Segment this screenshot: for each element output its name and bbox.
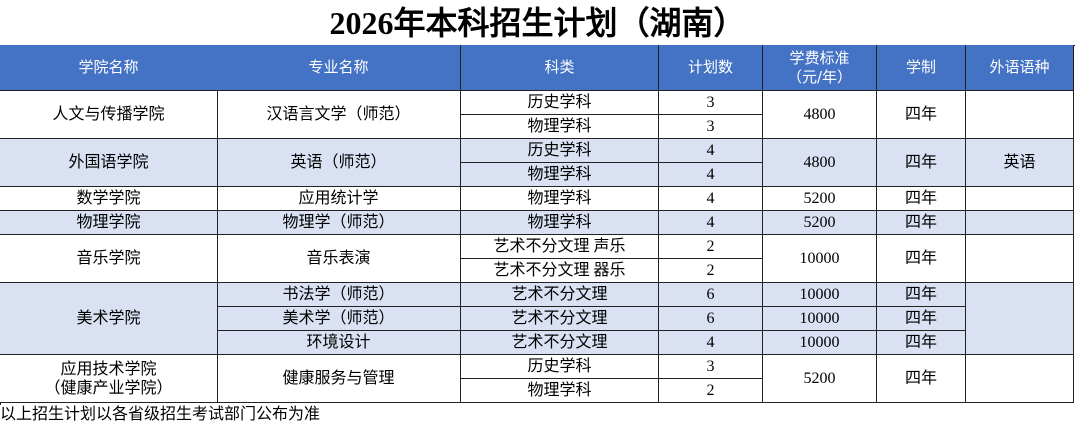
subject-kind: 历史学科 — [461, 91, 659, 115]
duration: 四年 — [877, 235, 966, 283]
subject-kind: 艺术不分文理 器乐 — [461, 259, 659, 283]
tuition-fee: 10000 — [763, 283, 877, 307]
language: 英语 — [966, 139, 1074, 187]
college-name: 数学学院 — [0, 187, 218, 211]
duration: 四年 — [877, 355, 966, 403]
duration: 四年 — [877, 139, 966, 187]
language — [966, 91, 1074, 139]
tuition-fee: 10000 — [763, 235, 877, 283]
subject-kind: 物理学科 — [461, 115, 659, 139]
language — [966, 211, 1074, 235]
college-name: 人文与传播学院 — [0, 91, 218, 139]
duration: 四年 — [877, 307, 966, 331]
header-cell: 科类 — [461, 45, 659, 91]
tuition-fee: 5200 — [763, 211, 877, 235]
tuition-fee: 10000 — [763, 307, 877, 331]
plan-count: 4 — [659, 139, 763, 163]
title: 2026年本科招生计划（湖南） — [329, 5, 746, 41]
duration: 四年 — [877, 91, 966, 139]
subject-kind: 物理学科 — [461, 211, 659, 235]
major-name: 音乐表演 — [217, 235, 461, 283]
major-name: 应用统计学 — [217, 187, 461, 211]
duration: 四年 — [877, 331, 966, 355]
plan-count: 3 — [659, 355, 763, 379]
plan-count: 4 — [659, 331, 763, 355]
plan-count: 6 — [659, 283, 763, 307]
major-name: 英语（师范） — [217, 139, 461, 187]
plan-count: 2 — [659, 379, 763, 403]
header-cell: 学费标准 （元/年） — [763, 45, 877, 91]
plan-count: 2 — [659, 235, 763, 259]
college-name: 应用技术学院 （健康产业学院） — [0, 355, 218, 403]
major-name: 健康服务与管理 — [217, 355, 461, 403]
tuition-fee: 4800 — [763, 139, 877, 187]
subject-kind: 艺术不分文理 — [461, 331, 659, 355]
college-name: 音乐学院 — [0, 235, 218, 283]
duration: 四年 — [877, 283, 966, 307]
table: 学院名称 专业名称 科类 计划数 学费标准 （元/年） 学制 外语语种 历史学科 3 物理学科 3 汉… — [0, 45, 1075, 405]
plan-count: 2 — [659, 259, 763, 283]
subject-kind: 物理学科 — [461, 187, 659, 211]
tuition-fee: 10000 — [763, 331, 877, 355]
plan-count: 4 — [659, 187, 763, 211]
plan-count: 4 — [659, 211, 763, 235]
language — [966, 187, 1074, 211]
tuition-fee: 5200 — [763, 187, 877, 211]
subject-kind: 艺术不分文理 声乐 — [461, 235, 659, 259]
header-cell: 专业名称 — [217, 45, 461, 91]
plan-count: 4 — [659, 163, 763, 187]
college-name: 物理学院 — [0, 211, 218, 235]
language — [966, 235, 1074, 283]
header-cell: 计划数 — [659, 45, 763, 91]
header-cell: 学院名称 — [0, 45, 218, 91]
plan-count: 6 — [659, 307, 763, 331]
major-name: 美术学（师范） — [217, 307, 461, 331]
duration: 四年 — [877, 187, 966, 211]
header-cell: 学制 — [877, 45, 966, 91]
footer-note: 以上招生计划以各省级招生考试部门公布为准 — [0, 406, 321, 423]
college-name: 美术学院 — [0, 283, 218, 355]
tuition-fee: 5200 — [763, 355, 877, 403]
language — [966, 283, 1074, 355]
major-name: 环境设计 — [217, 331, 461, 355]
major-name: 物理学（师范） — [217, 211, 461, 235]
subject-kind: 物理学科 — [461, 379, 659, 403]
duration: 四年 — [877, 211, 966, 235]
plan-count: 3 — [659, 91, 763, 115]
plan-count: 3 — [659, 115, 763, 139]
college-name: 外国语学院 — [0, 139, 218, 187]
subject-kind: 艺术不分文理 — [461, 307, 659, 331]
language — [966, 355, 1074, 403]
subject-kind: 历史学科 — [461, 355, 659, 379]
subject-kind: 物理学科 — [461, 163, 659, 187]
header-cell: 外语语种 — [966, 45, 1074, 91]
tuition-fee: 4800 — [763, 91, 877, 139]
major-name: 汉语言文学（师范） — [217, 91, 461, 139]
subject-kind: 历史学科 — [461, 139, 659, 163]
major-name: 书法学（师范） — [217, 283, 461, 307]
subject-kind: 艺术不分文理 — [461, 283, 659, 307]
